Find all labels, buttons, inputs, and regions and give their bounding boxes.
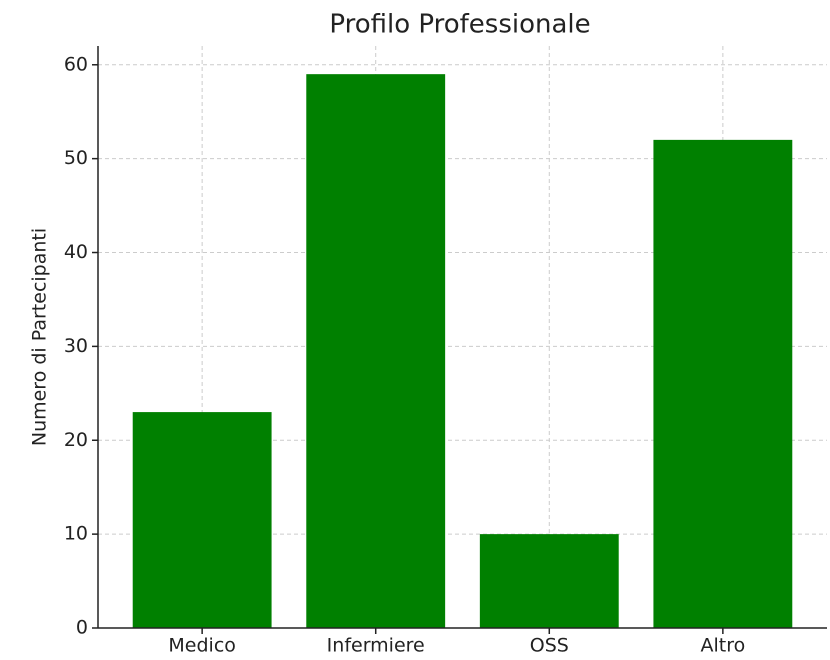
y-tick-label: 60 — [64, 53, 88, 75]
y-tick-label: 50 — [64, 147, 88, 169]
x-tick-label: Infermiere — [327, 635, 425, 657]
y-tick-label: 20 — [64, 429, 88, 451]
y-tick-label: 10 — [64, 523, 88, 545]
x-tick-label: Medico — [168, 635, 236, 657]
bar — [479, 534, 619, 628]
chart-title: Profilo Professionale — [329, 10, 590, 40]
x-tick-label: OSS — [530, 635, 569, 657]
bar — [653, 139, 793, 628]
x-tick-label: Altro — [700, 635, 745, 657]
bar — [132, 412, 272, 628]
y-tick-label: 0 — [76, 617, 88, 639]
y-axis-label: Numero di Partecipanti — [29, 228, 51, 446]
y-tick-label: 30 — [64, 335, 88, 357]
y-tick-label: 40 — [64, 241, 88, 263]
bar — [306, 74, 446, 628]
